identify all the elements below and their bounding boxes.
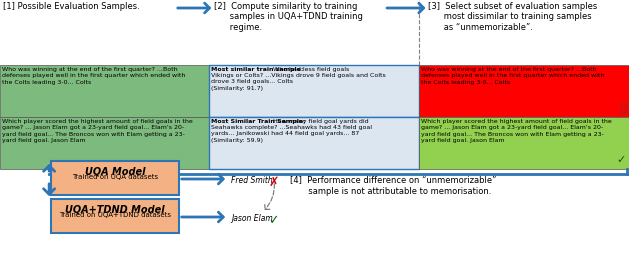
- Text: Fred Smith: Fred Smith: [231, 176, 273, 185]
- Text: UQA Model: UQA Model: [84, 166, 145, 176]
- Text: Trained on UQA datasets: Trained on UQA datasets: [72, 174, 158, 180]
- Text: UQA+TDND Model: UQA+TDND Model: [65, 204, 164, 214]
- FancyBboxPatch shape: [419, 65, 629, 117]
- Text: ✓: ✓: [268, 214, 279, 227]
- Text: [1] Possible Evaluation Samples.: [1] Possible Evaluation Samples.: [3, 2, 140, 11]
- Text: [3]  Select subset of evaluation samples
      most dissimilar to training sampl: [3] Select subset of evaluation samples …: [428, 2, 598, 32]
- Text: Jason Elam: Jason Elam: [231, 214, 273, 223]
- Text: Seahawks complete? ...Seahawks had 43 field goal
yards... Janikowski had 44 fiel: Seahawks complete? ...Seahawks had 43 fi…: [211, 125, 372, 143]
- Text: Who was winning at the end of the first quarter? ...Both
defenses played well in: Who was winning at the end of the first …: [2, 67, 186, 85]
- Text: Who was winning at the end of the first quarter? ...Both
defenses played well in: Who was winning at the end of the first …: [420, 67, 604, 85]
- Text: [2]  Compute similarity to training
      samples in UQA+TDND training
      reg: [2] Compute similarity to training sampl…: [214, 2, 363, 32]
- Text: Vikings or Colts? ...Vikings drove 9 field goals and Colts
drove 3 field goals..: Vikings or Colts? ...Vikings drove 9 fie…: [211, 73, 386, 91]
- FancyBboxPatch shape: [209, 117, 419, 169]
- Text: 🗑: 🗑: [620, 102, 626, 112]
- Text: Which player scored the highest amount of field goals in the
game? ... Jason Ela: Which player scored the highest amount o…: [420, 119, 611, 143]
- FancyBboxPatch shape: [209, 65, 419, 117]
- FancyBboxPatch shape: [0, 117, 209, 169]
- FancyBboxPatch shape: [0, 65, 209, 117]
- Text: [4]  Performance difference on “unmemorizable”
       sample is not attributable: [4] Performance difference on “unmemoriz…: [290, 175, 496, 197]
- FancyBboxPatch shape: [51, 199, 179, 233]
- Text: ✓: ✓: [616, 155, 626, 165]
- FancyBboxPatch shape: [51, 161, 179, 195]
- Text: Most Similar Train Sample:: Most Similar Train Sample:: [211, 119, 306, 124]
- Text: Trained on UQA+TDND datasets: Trained on UQA+TDND datasets: [59, 212, 171, 218]
- Text: Most similar train sample:: Most similar train sample:: [211, 67, 304, 72]
- FancyBboxPatch shape: [419, 117, 629, 169]
- Text: ✗: ✗: [268, 176, 279, 189]
- Text: Who had less field goals: Who had less field goals: [271, 67, 349, 72]
- Text: How many field goal yards did: How many field goal yards did: [271, 119, 369, 124]
- Text: Which player scored the highest amount of field goals in the
game? ... Jason Ela: Which player scored the highest amount o…: [2, 119, 193, 143]
